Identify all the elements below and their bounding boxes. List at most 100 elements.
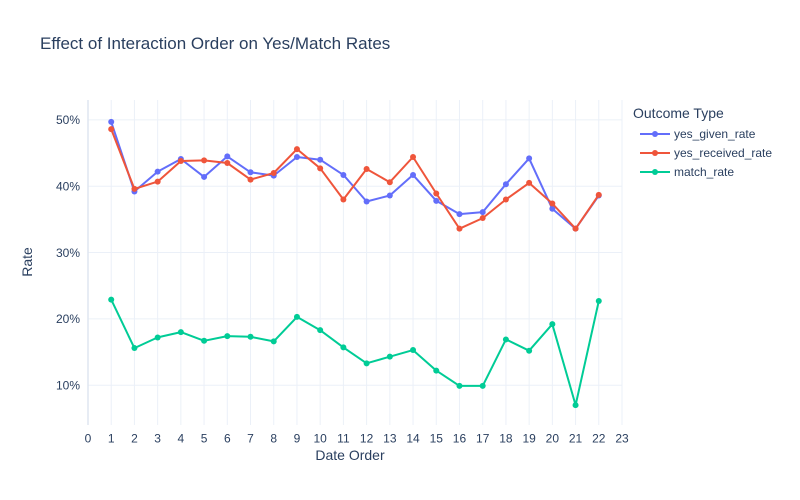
- data-point-match_rate: [479, 382, 486, 389]
- x-tick-label: 2: [131, 432, 138, 446]
- data-point-yes_given_rate: [526, 155, 533, 162]
- data-point-yes_received_rate: [270, 169, 277, 176]
- chart-title: Effect of Interaction Order on Yes/Match…: [40, 34, 391, 53]
- data-point-yes_given_rate: [317, 156, 324, 163]
- data-point-yes_received_rate: [224, 160, 231, 167]
- x-tick-label: 6: [224, 432, 231, 446]
- y-tick-label: 40%: [56, 179, 80, 193]
- data-point-match_rate: [526, 347, 533, 354]
- data-point-match_rate: [595, 297, 602, 304]
- data-point-match_rate: [270, 338, 277, 345]
- x-tick-label: 13: [383, 432, 397, 446]
- data-point-yes_given_rate: [386, 192, 393, 199]
- x-tick-label: 12: [360, 432, 374, 446]
- data-point-yes_given_rate: [456, 211, 463, 218]
- data-point-yes_given_rate: [224, 153, 231, 160]
- x-tick-label: 22: [592, 432, 606, 446]
- data-point-yes_received_rate: [595, 191, 602, 198]
- x-tick-label: 21: [569, 432, 583, 446]
- data-point-yes_received_rate: [410, 154, 417, 161]
- series-yes_received_rate: [108, 126, 602, 232]
- data-point-yes_received_rate: [363, 165, 370, 172]
- x-tick-label: 1: [108, 432, 115, 446]
- data-point-yes_received_rate: [108, 126, 115, 133]
- legend-swatch-marker: [652, 131, 658, 137]
- y-axis-ticks: 10% 20% 30% 40% 50%: [56, 113, 80, 392]
- data-point-match_rate: [224, 333, 231, 340]
- data-point-match_rate: [386, 353, 393, 360]
- series-line-match_rate: [110, 299, 600, 407]
- legend-swatch-marker: [652, 169, 658, 175]
- series-line-yes_given_rate: [110, 121, 600, 230]
- data-point-yes_given_rate: [363, 198, 370, 205]
- y-tick-label: 30%: [56, 246, 80, 260]
- x-tick-label: 14: [406, 432, 420, 446]
- data-point-yes_given_rate: [502, 181, 509, 188]
- x-tick-label: 15: [430, 432, 444, 446]
- legend-label: match_rate: [674, 165, 734, 179]
- x-tick-label: 5: [201, 432, 208, 446]
- y-tick-label: 50%: [56, 113, 80, 127]
- x-tick-label: 23: [615, 432, 629, 446]
- y-tick-label: 10%: [56, 378, 80, 392]
- data-point-yes_received_rate: [293, 146, 300, 153]
- legend-item-match_rate: match_rate: [640, 165, 734, 179]
- data-point-match_rate: [201, 337, 208, 344]
- data-point-yes_given_rate: [154, 168, 161, 175]
- x-tick-label: 17: [476, 432, 490, 446]
- data-point-yes_received_rate: [177, 158, 184, 165]
- x-tick-label: 4: [178, 432, 185, 446]
- legend-item-yes_received_rate: yes_received_rate: [640, 146, 772, 160]
- y-axis-title: Rate: [19, 247, 35, 277]
- data-point-yes_given_rate: [549, 205, 556, 212]
- data-point-yes_received_rate: [572, 225, 579, 232]
- series-match_rate: [108, 296, 602, 409]
- data-point-match_rate: [131, 345, 138, 352]
- data-point-match_rate: [293, 313, 300, 320]
- legend-title: Outcome Type: [633, 105, 724, 121]
- data-point-yes_received_rate: [247, 176, 254, 183]
- data-point-yes_received_rate: [340, 196, 347, 203]
- x-tick-label: 7: [247, 432, 254, 446]
- series-layer: [108, 118, 602, 409]
- data-point-yes_received_rate: [433, 190, 440, 197]
- x-tick-label: 9: [294, 432, 301, 446]
- x-tick-label: 8: [270, 432, 277, 446]
- data-point-yes_given_rate: [479, 209, 486, 216]
- series-yes_given_rate: [108, 118, 602, 232]
- data-point-yes_received_rate: [386, 179, 393, 186]
- data-point-match_rate: [433, 367, 440, 374]
- x-tick-label: 3: [154, 432, 161, 446]
- data-point-match_rate: [549, 321, 556, 328]
- data-point-yes_received_rate: [201, 157, 208, 164]
- data-point-match_rate: [502, 336, 509, 343]
- data-point-yes_received_rate: [526, 179, 533, 186]
- data-point-match_rate: [410, 347, 417, 354]
- data-point-match_rate: [108, 296, 115, 303]
- data-point-match_rate: [247, 333, 254, 340]
- data-point-yes_received_rate: [317, 165, 324, 172]
- x-tick-label: 18: [499, 432, 513, 446]
- data-point-yes_given_rate: [201, 173, 208, 180]
- x-tick-label: 11: [337, 432, 350, 446]
- x-tick-label: 20: [546, 432, 560, 446]
- data-point-yes_received_rate: [502, 196, 509, 203]
- legend: Outcome Type yes_given_rate yes_received_…: [633, 105, 772, 179]
- x-axis-ticks: 0 1 2 3 4 5 6 7 8 9 10 11 12 13 14 15 16 17 18 19 20 21 22 23: [85, 432, 629, 446]
- data-point-yes_received_rate: [549, 200, 556, 207]
- data-point-match_rate: [572, 402, 579, 409]
- legend-label: yes_received_rate: [674, 146, 772, 160]
- x-tick-label: 19: [522, 432, 536, 446]
- data-point-yes_given_rate: [410, 171, 417, 178]
- data-point-yes_received_rate: [131, 185, 138, 192]
- data-point-match_rate: [317, 327, 324, 334]
- y-tick-label: 20%: [56, 312, 80, 326]
- series-line-yes_received_rate: [110, 128, 600, 230]
- data-point-yes_given_rate: [247, 169, 254, 176]
- legend-item-yes_given_rate: yes_given_rate: [640, 127, 756, 141]
- data-point-yes_given_rate: [108, 118, 115, 125]
- data-point-yes_received_rate: [154, 178, 161, 185]
- data-point-match_rate: [177, 329, 184, 336]
- data-point-match_rate: [154, 334, 161, 341]
